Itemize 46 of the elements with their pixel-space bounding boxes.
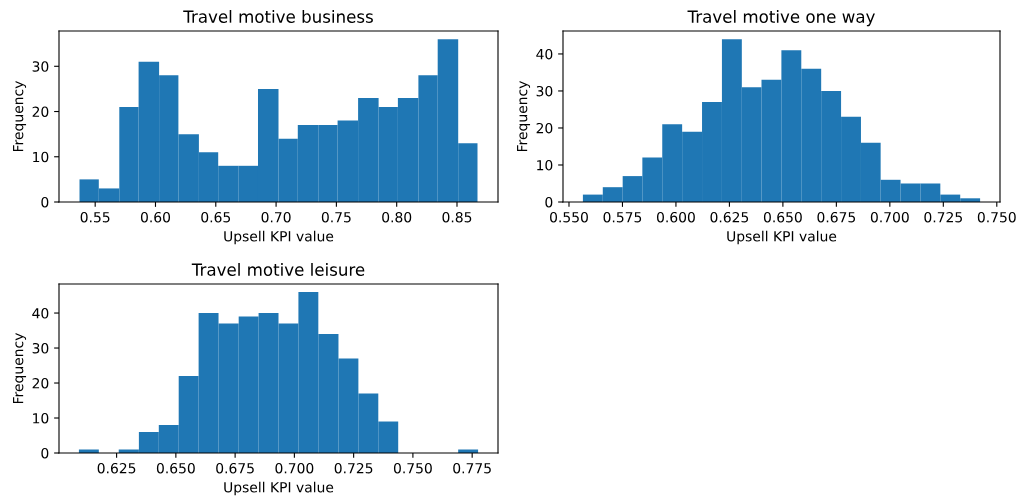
x-tick-label: 0.675 (216, 462, 254, 474)
x-axis-title: Upsell KPI value (727, 230, 837, 245)
y-tick-label: 40 (32, 308, 49, 319)
y-tick-label: 0 (41, 447, 49, 459)
x-tick-label: 0.80 (382, 211, 412, 223)
y-tick-label: 20 (32, 106, 49, 117)
chart-title: Travel motive one way (687, 10, 875, 27)
chart-title: Travel motive business (183, 10, 373, 23)
y-tick-label: 30 (32, 61, 49, 72)
y-axis-title: Frequency (13, 81, 27, 152)
y-tick-label: 20 (32, 377, 49, 389)
x-tick-label: 0.55 (80, 211, 110, 223)
x-tick-label: 0.65 (201, 211, 231, 223)
x-tick-label: 0.700 (870, 211, 909, 223)
x-tick-label: 0.625 (710, 211, 749, 223)
x-tick-label: 0.550 (550, 211, 588, 223)
x-axis-title: Upsell KPI value (224, 230, 334, 245)
y-tick-label: 20 (536, 122, 553, 134)
y-tick-label: 10 (33, 412, 49, 424)
y-tick-label: 10 (33, 151, 49, 163)
y-tick-label: 0 (41, 196, 49, 208)
x-tick-label: 0.625 (97, 462, 136, 474)
y-tick-label: 10 (537, 159, 553, 171)
y-axis-title: Frequency (13, 333, 27, 404)
x-tick-label: 0.750 (977, 211, 1016, 223)
y-tick-label: 30 (32, 343, 49, 354)
y-tick-label: 0 (545, 196, 553, 208)
y-tick-label: 30 (536, 85, 553, 97)
x-tick-label: 0.600 (656, 211, 695, 223)
x-tick-label: 0.75 (321, 211, 351, 223)
chart-title: Travel motive leisure (191, 263, 365, 276)
y-tick-label: 40 (536, 48, 553, 60)
y-axis-title: Frequency (517, 81, 531, 152)
x-tick-label: 0.675 (817, 211, 856, 223)
x-tick-label: 0.650 (156, 462, 195, 474)
x-tick-label: 0.775 (453, 462, 491, 474)
x-tick-label: 0.70 (261, 211, 291, 223)
x-axis-title: Upsell KPI value (224, 481, 334, 496)
x-tick-label: 0.725 (334, 462, 373, 474)
x-tick-label: 0.725 (924, 211, 962, 223)
x-tick-label: 0.650 (763, 211, 802, 223)
x-tick-label: 0.700 (275, 462, 314, 474)
x-tick-label: 0.85 (442, 211, 472, 223)
x-tick-label: 0.575 (603, 211, 642, 223)
x-tick-label: 0.750 (393, 462, 432, 474)
x-tick-label: 0.60 (140, 211, 171, 223)
